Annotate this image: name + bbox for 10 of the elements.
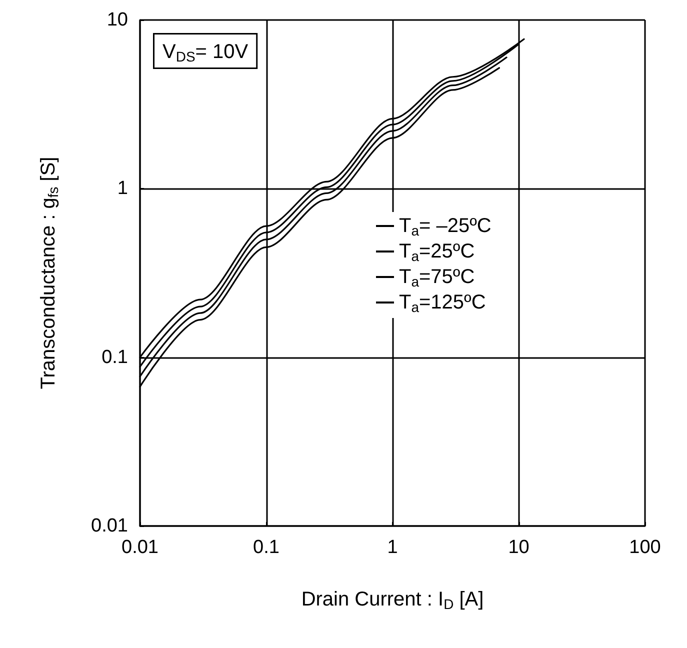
x-tick-label: 0.1 [253,537,280,558]
y-axis-title: Transconductance : gfs [S] [38,156,61,390]
x-tick-label: 100 [629,537,661,558]
x-tick-label: 10 [508,537,530,558]
x-tick-label: 1 [387,537,398,558]
y-tick-label: 0.1 [102,346,128,368]
x-tick-label: 0.01 [122,537,158,558]
y-tick-label: 0.01 [91,516,128,536]
y-tick-label: 10 [106,10,128,30]
y-tick-label: 1 [117,178,128,200]
